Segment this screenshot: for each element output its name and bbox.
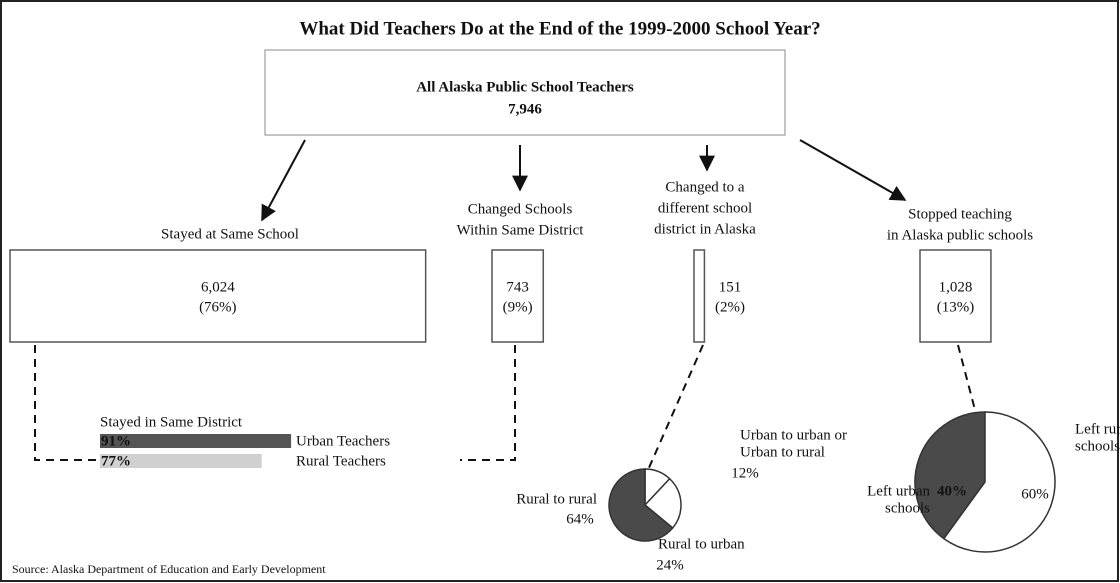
connector [34, 345, 100, 461]
bar-name: Urban Teachers [296, 433, 390, 449]
slice-name: Left urban [867, 483, 930, 499]
branch-label: Stopped teaching [908, 206, 1012, 222]
branch-label: different school [658, 200, 752, 216]
arrow [799, 139, 907, 201]
slice-label: 40% [937, 483, 967, 499]
branch-share: (2%) [715, 299, 745, 315]
branch-label: Stayed at Same School [161, 226, 299, 242]
pie-slice [914, 411, 986, 540]
source: Source: Alaska Department of Education a… [12, 562, 326, 576]
branch-label: in Alaska public schools [887, 227, 1033, 243]
pie-slice [608, 468, 674, 542]
connector [957, 344, 976, 411]
pie-slice [643, 477, 682, 530]
branch-count: 1,028 [939, 279, 973, 295]
branch-label: Changed Schools [468, 201, 573, 217]
branch-count: 743 [506, 279, 529, 295]
slice-label: 64% [566, 511, 594, 527]
slice-label: 24% [656, 557, 684, 573]
bars-title: Stayed in Same District [100, 414, 243, 430]
slice-name: Left rural [1075, 421, 1120, 437]
arrow [261, 139, 306, 222]
slice-name: Rural to urban [658, 536, 745, 552]
connector [647, 344, 704, 471]
top-total: 7,946 [508, 101, 542, 117]
branch-count: 6,024 [201, 279, 235, 295]
title: What Did Teachers Do at the End of the 1… [299, 18, 820, 39]
slice-name: schools [1075, 438, 1120, 454]
slice-name: Urban to rural [740, 444, 825, 460]
top-heading: All Alaska Public School Teachers [416, 79, 634, 95]
branch-label: Changed to a [665, 179, 744, 195]
slice-name: Urban to urban or [740, 427, 847, 443]
bar-label: 77% [101, 453, 131, 469]
bar-name: Rural Teachers [296, 453, 386, 469]
arrows [261, 139, 907, 222]
connector [460, 345, 516, 461]
branch-count: 151 [719, 279, 742, 295]
branch-box [919, 249, 992, 343]
branch-share: (76%) [199, 299, 237, 315]
branch-label: district in Alaska [654, 221, 756, 237]
branch-share: (9%) [503, 299, 533, 315]
slice-label: 60% [1021, 486, 1049, 502]
slice-name: Rural to rural [516, 491, 597, 507]
slice-label: 12% [731, 465, 759, 481]
bar [100, 434, 292, 448]
connectors [34, 344, 976, 471]
branch-box [491, 249, 545, 343]
slice-name: schools [885, 500, 930, 516]
top-box [264, 49, 786, 136]
bar [100, 454, 262, 468]
branch-label: Within Same District [457, 222, 585, 238]
pie-slice [942, 411, 1056, 553]
branch-share: (13%) [937, 299, 975, 315]
branch-box [9, 249, 427, 343]
bar-label: 91% [101, 433, 131, 449]
branch-box [693, 249, 706, 343]
